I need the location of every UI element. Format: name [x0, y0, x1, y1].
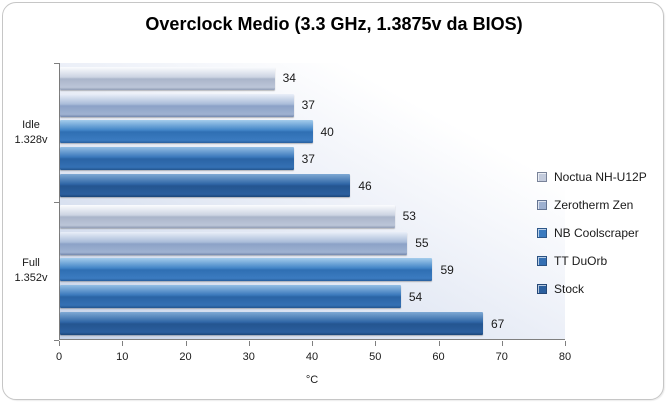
y-axis-tick — [54, 63, 59, 64]
plot-area: 34 37 40 37 46 53 55 59 54 67 — [59, 63, 565, 340]
y-axis-tick — [54, 340, 59, 341]
bar-group-full: 53 55 59 54 67 — [60, 201, 565, 339]
legend-label: Stock — [554, 282, 585, 296]
category-label-idle-line2: 1.328v — [14, 134, 48, 146]
bar-row: 53 — [60, 204, 565, 228]
bar-value-label: 53 — [402, 209, 416, 224]
bar-value-label: 59 — [440, 262, 454, 277]
category-label-idle-line1: Idle — [22, 119, 40, 131]
bar-group-idle: 34 37 40 37 46 — [60, 63, 565, 201]
legend-swatch-icon — [537, 200, 547, 210]
x-tick-label: 30 — [242, 351, 255, 363]
x-tick — [375, 341, 377, 346]
bar-tt-duorb — [60, 147, 294, 171]
chart-title: Overclock Medio (3.3 GHz, 1.3875v da BIO… — [145, 14, 523, 34]
bar-row: 46 — [60, 174, 565, 198]
category-label-full: Full 1.352v — [7, 202, 55, 340]
x-axis-ticks — [59, 341, 566, 346]
x-tick — [312, 341, 313, 346]
x-tick-label: 60 — [432, 351, 445, 363]
bar-row: 55 — [60, 231, 565, 255]
x-tick — [59, 341, 60, 346]
legend-swatch-icon — [537, 228, 547, 238]
x-tick-label: 10 — [116, 351, 129, 363]
legend-swatch-icon — [537, 172, 547, 182]
x-tick-label: 70 — [495, 351, 508, 363]
bar-nb-coolscraper — [60, 120, 313, 144]
category-label-full-line1: Full — [22, 257, 40, 269]
x-tick-label: 40 — [305, 351, 319, 363]
x-tick — [185, 341, 187, 346]
bar-noctua-nh-u12p — [60, 66, 275, 90]
legend-label: Zerotherm Zen — [554, 198, 634, 212]
legend-item: Stock — [537, 275, 665, 303]
y-axis-tick — [54, 202, 59, 203]
bar-value-label: 37 — [301, 98, 315, 113]
legend-label: NB Coolscraper — [554, 226, 639, 240]
bar-tt-duorb — [60, 285, 401, 309]
legend-label: TT DuOrb — [554, 254, 608, 268]
bar-row: 37 — [60, 93, 565, 117]
x-axis-title: °C — [305, 374, 319, 386]
bar-zerotherm-zen — [60, 93, 294, 117]
bar-zerotherm-zen — [60, 231, 408, 255]
legend: Noctua NH-U12P Zerotherm Zen NB Coolscrape… — [537, 163, 665, 303]
legend-item: Zerotherm Zen — [537, 191, 665, 219]
x-tick — [248, 341, 250, 346]
x-tick — [122, 341, 124, 346]
bar-stock — [60, 174, 351, 198]
category-label-full-line2: 1.352v — [14, 272, 48, 284]
x-tick-label: 50 — [369, 351, 382, 363]
x-tick-label: 80 — [558, 351, 572, 363]
bar-value-label: 46 — [358, 178, 372, 193]
legend-item: TT DuOrb — [537, 247, 665, 275]
bar-row: 40 — [60, 120, 565, 144]
x-tick — [565, 341, 566, 346]
legend-item: NB Coolscraper — [537, 219, 665, 247]
x-tick-label: 20 — [179, 351, 192, 363]
bar-value-label: 54 — [408, 289, 423, 304]
bar-noctua-nh-u12p — [60, 204, 395, 228]
bar-nb-coolscraper — [60, 258, 433, 282]
x-tick — [501, 341, 503, 346]
x-tick — [438, 341, 440, 346]
bar-row: 59 — [60, 258, 565, 282]
bar-row: 54 — [60, 285, 565, 309]
x-tick-label: 0 — [55, 351, 63, 363]
bar-row: 37 — [60, 147, 565, 171]
category-label-idle: Idle 1.328v — [7, 64, 55, 202]
bar-value-label: 40 — [320, 124, 334, 139]
bar-value-label: 67 — [490, 316, 505, 331]
bar-value-label: 37 — [301, 151, 315, 166]
bar-value-label: 55 — [415, 236, 429, 251]
bar-stock — [60, 312, 483, 336]
legend-swatch-icon — [537, 284, 547, 294]
legend-item: Noctua NH-U12P — [537, 163, 665, 191]
legend-label: Noctua NH-U12P — [554, 170, 647, 184]
x-axis-tick-labels: 0 10 20 30 40 50 60 70 80 — [55, 351, 571, 365]
legend-swatch-icon — [537, 256, 547, 266]
bar-row: 67 — [60, 312, 565, 336]
bar-value-label: 34 — [282, 71, 296, 86]
bar-row: 34 — [60, 66, 565, 90]
